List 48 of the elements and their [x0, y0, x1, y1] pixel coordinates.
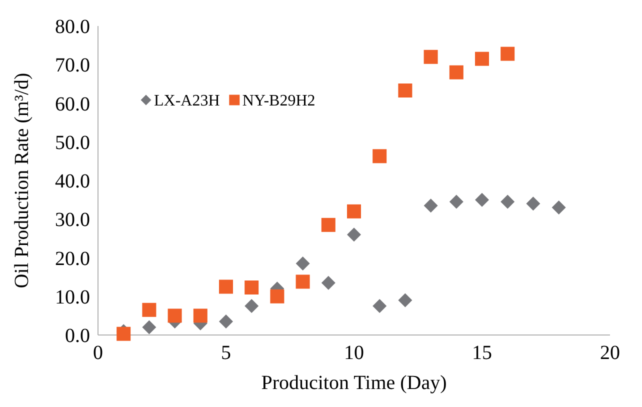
- point: [296, 256, 310, 271]
- point: [296, 274, 310, 289]
- x-tick-label: 5: [221, 342, 231, 364]
- y-tick-label: 30.0: [55, 209, 90, 232]
- point: [552, 200, 566, 215]
- point: [347, 228, 361, 242]
- point: [193, 308, 208, 323]
- point: [116, 326, 131, 341]
- legend-label: LX-A23H: [154, 92, 220, 110]
- point: [398, 84, 412, 98]
- y-tick-label: 80.0: [55, 16, 90, 38]
- point: [270, 289, 284, 304]
- point: [372, 149, 387, 164]
- point: [398, 293, 412, 308]
- point: [168, 308, 182, 323]
- point: [424, 198, 438, 213]
- y-tick-label: 0.0: [65, 325, 90, 347]
- point: [526, 196, 540, 211]
- y-tick-label: 40.0: [55, 170, 90, 192]
- point: [219, 280, 233, 294]
- point: [142, 302, 156, 317]
- point: [424, 50, 438, 64]
- point: [475, 52, 489, 66]
- y-axis-title: Oil Production Rate (m³/d): [11, 72, 33, 288]
- point: [500, 46, 515, 61]
- point: [321, 276, 336, 290]
- point: [347, 204, 361, 218]
- y-tick-label: 60.0: [55, 93, 90, 116]
- point: [500, 194, 515, 209]
- y-tick-label: 20.0: [55, 248, 90, 270]
- x-tick-label: 10: [344, 342, 364, 364]
- x-tick-label: 0: [93, 342, 103, 364]
- y-tick-label: 10.0: [55, 286, 90, 308]
- point: [449, 65, 464, 80]
- point: [219, 314, 233, 328]
- point: [372, 299, 387, 314]
- x-axis-title: Produciton Time (Day): [261, 372, 447, 394]
- point: [321, 218, 336, 232]
- point: [475, 192, 489, 207]
- point: [449, 194, 464, 209]
- point: [244, 280, 259, 294]
- x-tick-label: 20: [600, 342, 620, 364]
- legend-label: NY-B29H2: [242, 92, 316, 110]
- y-tick-label: 70.0: [55, 54, 90, 77]
- y-tick-label: 50.0: [55, 132, 90, 154]
- point: [142, 320, 156, 334]
- point: [244, 299, 259, 314]
- x-tick-label: 15: [472, 342, 492, 364]
